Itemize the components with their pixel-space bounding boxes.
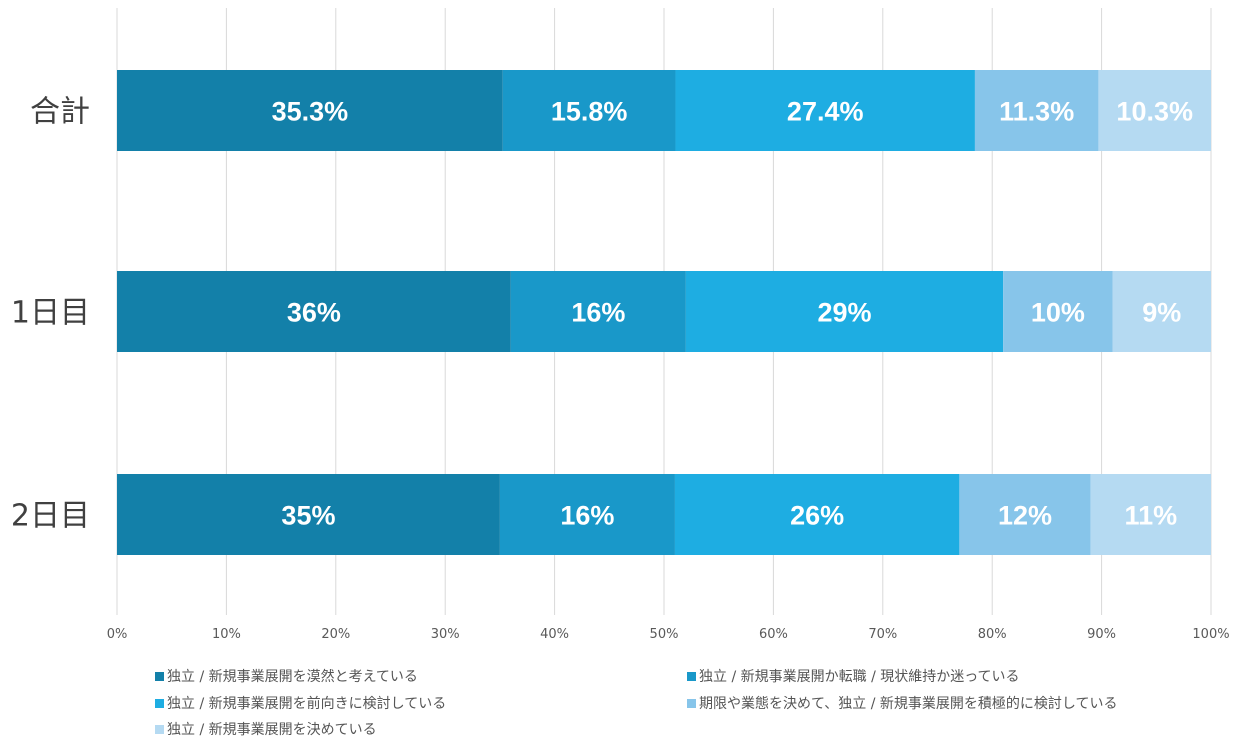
legend-swatch [687,698,696,708]
x-tick-label: 80% [978,627,1007,642]
x-axis-ticks: 0% 10% 20% 30% 40% 50% 60% 70% 80% 90% 100% [107,627,1230,642]
legend-item: 独立 / 新規事業展開を前向きに検討している [155,693,446,713]
data-label: 35.3% [272,97,349,127]
y-axis-categories: 合計 1日目 2日目 [11,95,90,534]
data-label: 35% [281,501,335,531]
data-label: 16% [560,501,614,531]
x-tick-label: 20% [321,627,350,642]
x-tick-label: 100% [1192,627,1229,642]
bars: 35.3% 15.8% 27.4% 11.3% 10.3% 36% 16% 29% 10% 9% 3… [117,70,1211,555]
data-label: 9% [1142,298,1181,328]
legend-item: 独立 / 新規事業展開を漠然と考えている [155,666,418,686]
bar-segment [974,70,1099,151]
x-tick-label: 40% [540,627,569,642]
legend-label: 独立 / 新規事業展開か転職 / 現状維持か迷っている [699,669,1020,685]
bar-segment [674,474,960,555]
bar-segment [502,70,676,151]
legend-swatch [155,724,164,734]
bar-segment [117,474,500,555]
x-tick-label: 10% [212,627,241,642]
x-tick-label: 30% [431,627,460,642]
bar-segment [510,271,686,352]
legend-label: 独立 / 新規事業展開を決めている [167,722,377,738]
data-label: 11% [1125,501,1178,531]
bar-segment [1098,70,1211,151]
legend-swatch [155,698,164,708]
x-tick-label: 0% [107,627,128,642]
data-label: 10% [1031,298,1085,328]
category-label: 2日目 [11,499,90,534]
bar-segment [959,474,1091,555]
bar-segment [499,474,675,555]
bar-segment [1090,474,1211,555]
legend-label: 期限や業態を決めて、独立 / 新規事業展開を積極的に検討している [699,696,1118,712]
data-label: 10.3% [1116,97,1193,127]
legend-label: 独立 / 新規事業展開を漠然と考えている [167,669,418,685]
x-tick-label: 70% [868,627,897,642]
bar-segment [1112,271,1211,352]
x-tick-label: 60% [759,627,788,642]
legend-item: 独立 / 新規事業展開を決めている [155,719,377,739]
category-label: 1日目 [11,296,90,331]
data-label: 27.4% [787,97,864,127]
bar-segment [1003,271,1113,352]
data-label: 36% [287,298,341,328]
bar-segment [117,70,503,151]
data-label: 11.3% [999,97,1074,127]
legend-item: 独立 / 新規事業展開か転職 / 現状維持か迷っている [687,666,1020,686]
legend-label: 独立 / 新規事業展開を前向きに検討している [167,696,447,712]
legend-swatch [687,671,696,681]
x-tick-label: 50% [650,627,679,642]
data-label: 15.8% [551,97,628,127]
bar-segment [675,70,975,151]
x-tick-label: 90% [1087,627,1116,642]
data-label: 12% [998,501,1052,531]
bar-segment [685,271,1004,352]
data-label: 29% [817,298,871,328]
legend-swatch [155,671,164,681]
data-label: 26% [790,501,844,531]
bar-segment [117,271,511,352]
data-label: 16% [571,298,625,328]
category-label: 合計 [30,95,90,130]
legend-item: 期限や業態を決めて、独立 / 新規事業展開を積極的に検討している [687,693,1118,713]
